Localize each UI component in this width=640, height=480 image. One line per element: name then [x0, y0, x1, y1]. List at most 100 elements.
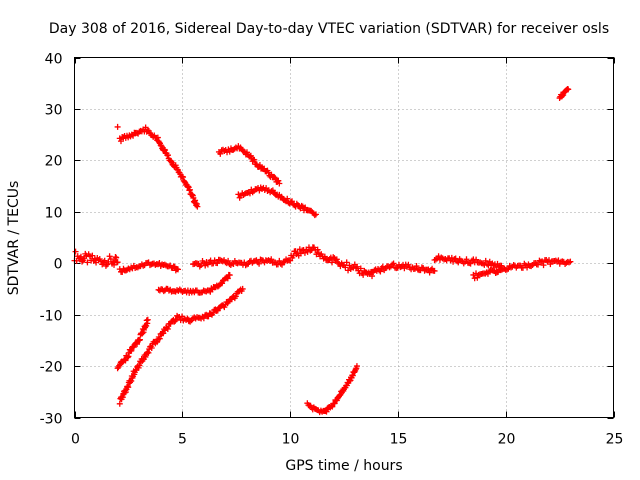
series-baseline-5: [369, 260, 438, 276]
data-point: [116, 400, 123, 407]
data-point: [482, 257, 489, 264]
data-point: [84, 259, 91, 266]
data-point: [414, 266, 421, 273]
data-point: [271, 174, 278, 181]
series-rise-arc-3: [235, 184, 319, 219]
data-point: [164, 325, 171, 332]
data-point: [259, 185, 266, 192]
data-point: [413, 263, 420, 270]
data-point: [256, 260, 263, 267]
series-drop-arc-3: [185, 285, 246, 325]
data-point: [174, 266, 181, 273]
data-point: [504, 266, 511, 273]
chart-title: Day 308 of 2016, Sidereal Day-to-day VTE…: [49, 21, 609, 37]
data-point: [249, 189, 256, 196]
data-point: [284, 195, 291, 202]
series-drop-arc-4: [155, 271, 233, 296]
data-point: [142, 353, 149, 360]
data-point: [221, 147, 228, 154]
y-tick-label: -30: [40, 412, 63, 428]
data-point: [168, 158, 175, 165]
x-tick-label: 15: [390, 432, 408, 448]
data-point: [152, 261, 159, 268]
x-tick-label: 0: [71, 432, 80, 448]
data-point: [386, 264, 393, 271]
series-baseline-2: [116, 259, 181, 275]
data-point: [180, 174, 187, 181]
data-point: [107, 256, 114, 263]
data-point: [346, 378, 353, 385]
data-point: [505, 265, 512, 272]
data-point: [330, 254, 337, 261]
data-point: [323, 408, 330, 415]
data-point: [117, 138, 124, 145]
series-baseline-1: [71, 248, 121, 269]
series-baseline-4: [287, 244, 376, 280]
data-point: [243, 149, 250, 156]
series-isolated: [114, 123, 121, 130]
data-point: [540, 262, 547, 269]
data-point: [217, 150, 224, 157]
data-point: [298, 202, 305, 209]
data-point: [277, 260, 284, 267]
data-point: [301, 249, 308, 256]
y-tick-label: -20: [40, 360, 63, 376]
data-point: [132, 367, 139, 374]
data-point: [329, 259, 336, 266]
data-point: [214, 260, 221, 267]
data-point: [435, 253, 442, 260]
data-point: [144, 127, 151, 134]
data-point: [353, 363, 360, 370]
data-point: [463, 256, 470, 263]
data-point: [219, 258, 226, 265]
series-baseline-7: [470, 257, 574, 282]
plot-frame: [74, 57, 614, 418]
data-point: [232, 293, 239, 300]
x-tick-label: 5: [178, 432, 187, 448]
data-point: [329, 403, 336, 410]
y-axis-label: SDTVAR / TECUs: [6, 181, 22, 296]
data-point: [122, 357, 129, 364]
y-tick-label: 0: [54, 257, 63, 273]
grid: [74, 57, 614, 418]
data-point: [297, 250, 304, 257]
x-tick-label: 10: [282, 432, 300, 448]
x-tick-label: 20: [498, 432, 516, 448]
data-point: [77, 253, 84, 260]
series-baseline-3: [190, 256, 294, 270]
data-point: [106, 253, 113, 260]
data-point: [200, 315, 207, 322]
data-point: [276, 180, 283, 187]
data-point: [314, 246, 321, 253]
data-point: [134, 264, 141, 271]
data-point: [219, 280, 226, 287]
data-point: [275, 177, 282, 184]
data-point: [144, 349, 151, 356]
data-point: [181, 178, 188, 185]
data-point: [128, 347, 135, 354]
data-point: [555, 257, 562, 264]
data-point: [101, 257, 108, 264]
data-point: [405, 261, 412, 268]
data-point: [418, 264, 425, 271]
series-rise-arc-1: [116, 124, 201, 210]
data-point: [304, 248, 311, 255]
data-point: [144, 316, 151, 323]
data-point: [342, 264, 349, 271]
y-tick-label: -10: [40, 309, 63, 325]
y-tick-label: 30: [45, 103, 63, 119]
data-point: [112, 253, 119, 260]
data-point: [224, 275, 231, 282]
series-drop-arc-1: [114, 316, 151, 372]
data-point: [265, 257, 272, 264]
x-tick-labels: 0 5 10 15 20 25: [71, 432, 623, 448]
data-point: [390, 260, 397, 267]
series-drop-arc-2: [116, 312, 192, 407]
data-point: [431, 267, 438, 274]
data-point: [268, 256, 275, 263]
data-point: [256, 161, 263, 168]
data-point: [240, 148, 247, 155]
data-point: [163, 324, 170, 331]
data-point: [164, 152, 171, 159]
